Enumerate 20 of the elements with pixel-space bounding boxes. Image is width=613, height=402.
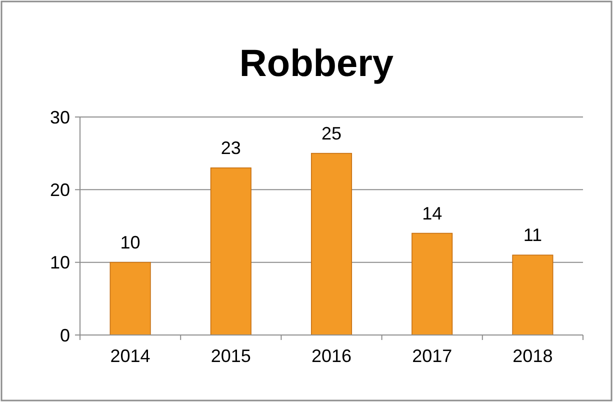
- chart-title: Robbery: [239, 43, 394, 85]
- x-tick-label: 2014: [110, 346, 150, 366]
- data-label: 14: [422, 203, 442, 224]
- bar: [310, 152, 352, 336]
- y-tick-label: 10: [50, 252, 70, 273]
- data-label: 11: [523, 225, 542, 246]
- data-label: 23: [220, 138, 241, 158]
- bar: [512, 254, 554, 336]
- bar: [110, 262, 151, 336]
- bar: [412, 232, 453, 336]
- x-tick-label: 2018: [512, 346, 553, 366]
- data-label: 10: [120, 232, 140, 252]
- x-tick-label: 2015: [210, 346, 251, 366]
- bar: [210, 167, 252, 336]
- x-tick-label: 2016: [311, 346, 352, 366]
- data-label: 25: [321, 123, 342, 144]
- y-tick-label: 0: [60, 325, 70, 346]
- x-tick-label: 2017: [412, 346, 452, 366]
- y-tick-label: 20: [50, 180, 70, 200]
- y-tick-label: 30: [50, 107, 70, 128]
